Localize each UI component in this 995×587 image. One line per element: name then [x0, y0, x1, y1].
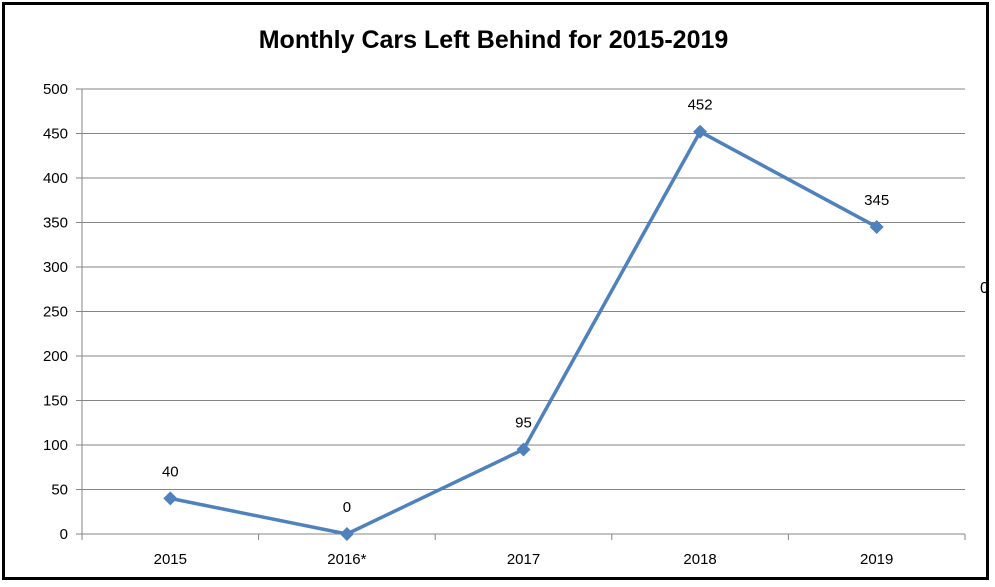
data-label: 40: [162, 463, 179, 480]
y-tick-label: 50: [51, 482, 68, 499]
x-tick-label: 2015: [154, 551, 187, 568]
y-tick-label: 250: [43, 304, 68, 321]
series-line: [169, 129, 878, 536]
y-axis-tick-labels: 0 50 100 150 200 250 300 350 400 450 500: [43, 81, 68, 543]
y-tick-label: 300: [43, 259, 68, 276]
chart-title: Monthly Cars Left Behind for 2015-2019: [258, 26, 729, 54]
y-tick-label: 100: [43, 437, 68, 454]
x-tick-label: 2016*: [327, 551, 366, 568]
edge-fragment-text: 0: [980, 280, 989, 297]
series-layer: [163, 124, 884, 541]
y-tick-label: 500: [43, 81, 68, 98]
x-tick-label: 2019: [860, 551, 893, 568]
data-point-marker: [869, 219, 884, 234]
gridlines: [76, 88, 965, 490]
x-axis-tick-labels: 2015 2016* 2017 2018 2019: [154, 551, 894, 568]
y-tick-label: 200: [43, 348, 68, 365]
data-point-marker: [339, 527, 354, 541]
x-tick-label: 2017: [507, 551, 540, 568]
data-label: 345: [864, 192, 889, 209]
x-tick-label: 2018: [683, 551, 716, 568]
data-point-marker: [693, 124, 708, 139]
data-point-marker: [163, 491, 178, 506]
data-label: 0: [343, 499, 351, 516]
data-labels: 40 0 95 452 345: [162, 97, 889, 516]
data-label: 95: [515, 414, 532, 431]
axes: [76, 89, 966, 540]
data-label: 452: [688, 97, 713, 114]
y-tick-label: 400: [43, 170, 68, 187]
data-point-marker: [516, 442, 531, 457]
y-tick-label: 150: [43, 393, 68, 410]
y-tick-label: 350: [43, 215, 68, 232]
chart-frame: [2, 2, 989, 580]
y-tick-label: 450: [43, 126, 68, 143]
y-tick-label: 0: [60, 526, 68, 543]
